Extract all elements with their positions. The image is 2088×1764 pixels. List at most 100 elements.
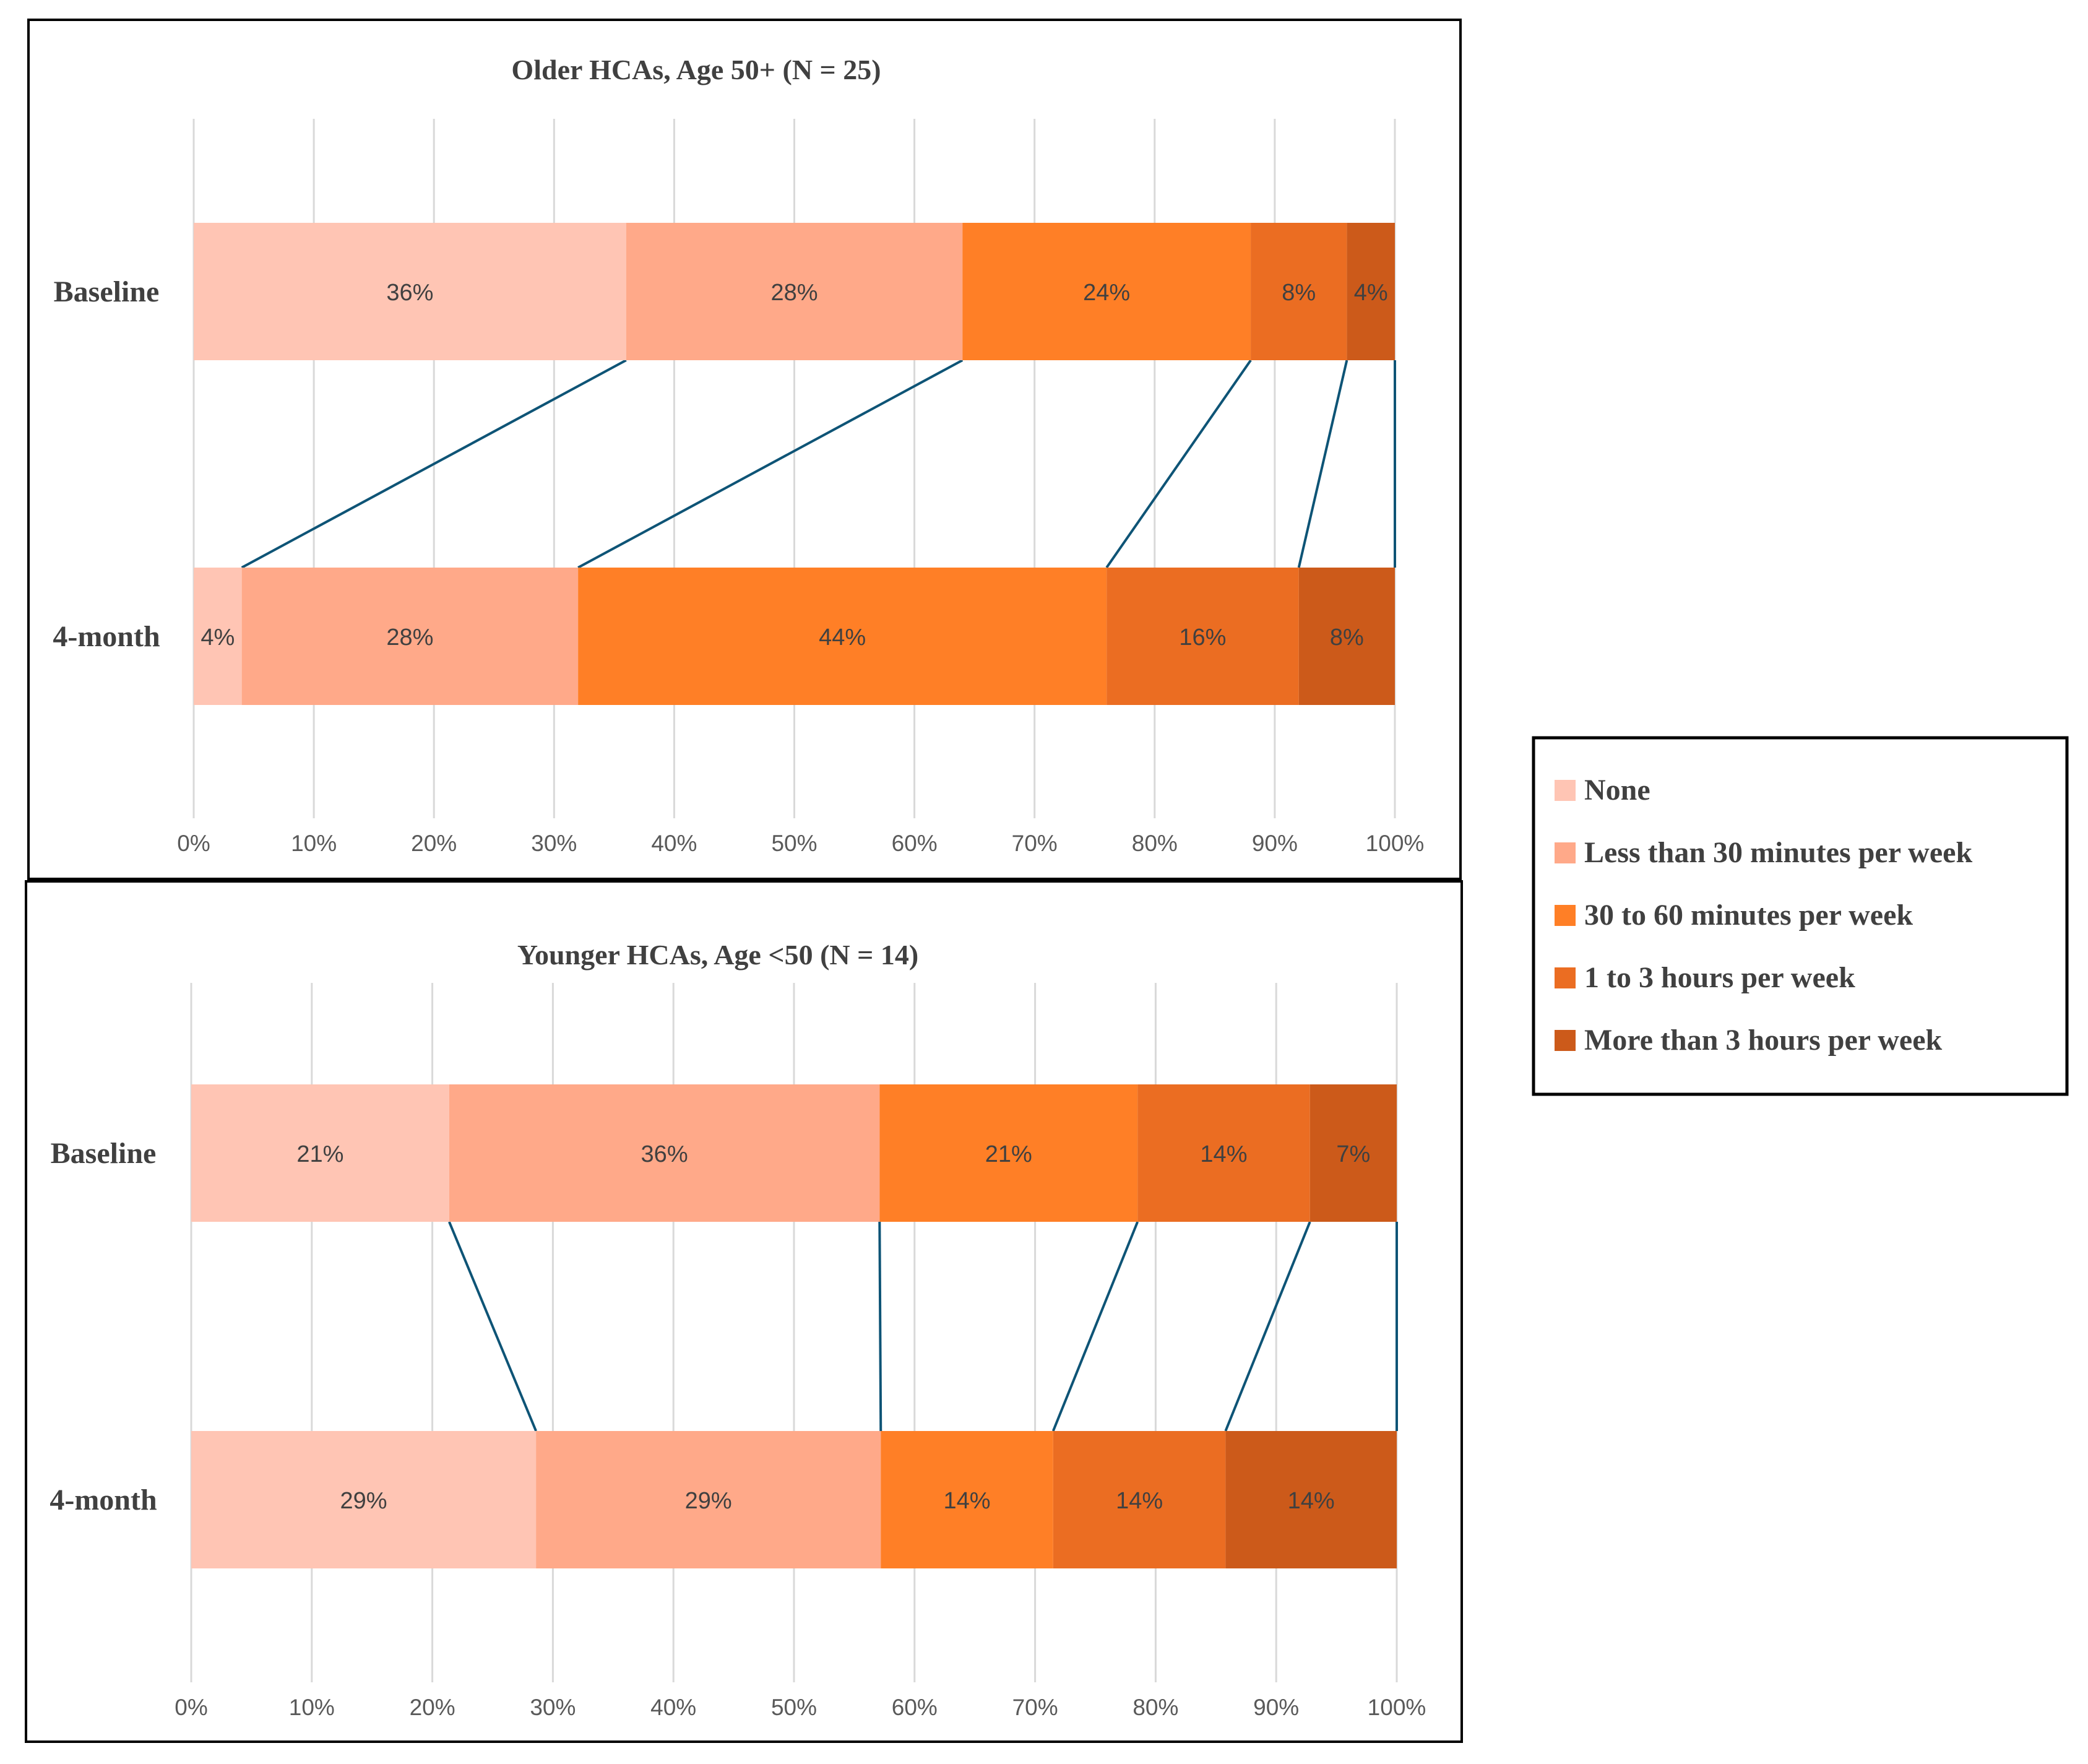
bar-segment [1347, 223, 1395, 360]
x-tick-label: 40% [650, 1695, 696, 1720]
bar-segment [626, 223, 963, 360]
bar-segment [962, 223, 1251, 360]
bar-segment [578, 568, 1107, 705]
bar-segment [191, 1431, 537, 1568]
panel-frame [25, 880, 1463, 1743]
x-tick-label: 80% [1132, 1695, 1178, 1720]
data-label: 44% [819, 625, 866, 651]
legend-swatch [1555, 905, 1576, 926]
data-label: 14% [1200, 1141, 1247, 1167]
data-label: 28% [386, 625, 433, 651]
bar-segment [1137, 1084, 1310, 1222]
x-tick-label: 100% [1368, 1695, 1426, 1720]
data-label: 24% [1083, 280, 1130, 306]
data-label: 8% [1330, 625, 1364, 651]
bars: 21% 36% 21% 14% 7% 29% 29% 14% 14% 14% [191, 1084, 1397, 1568]
x-tick-label: 20% [410, 1695, 455, 1720]
x-tick-label: 50% [771, 831, 817, 856]
data-label: 4% [1354, 280, 1388, 306]
x-tick-labels: 0% 10% 20% 30% 40% 50% 60% 70% 80% 90% 100% [177, 831, 1424, 856]
bar-segment [194, 568, 242, 705]
x-tick-label: 60% [892, 831, 938, 856]
x-tick-label: 30% [531, 831, 577, 856]
data-label: 7% [1336, 1141, 1370, 1167]
series-connector-line [241, 359, 627, 569]
data-label: 8% [1282, 280, 1316, 306]
series-connector-line [577, 359, 964, 569]
legend-label: More than 3 hours per week [1584, 1024, 1943, 1057]
data-label: 36% [386, 280, 433, 306]
data-label: 14% [944, 1488, 991, 1514]
series-connector-line [1105, 359, 1252, 569]
x-tick-label: 80% [1132, 831, 1178, 856]
bar-segment [1298, 568, 1395, 705]
bars: 36% 28% 24% 8% 4% 4% 28% 44% 16% 8% [194, 223, 1395, 705]
x-tick-label: 100% [1366, 831, 1425, 856]
category-label: 4-month [50, 1484, 157, 1516]
data-label: 36% [641, 1141, 688, 1167]
data-label: 21% [985, 1141, 1032, 1167]
bar-segment [194, 223, 626, 360]
category-label: 4-month [53, 620, 160, 653]
bar-segment [241, 568, 579, 705]
x-tick-labels: 0% 10% 20% 30% 40% 50% 60% 70% 80% 90% 100% [175, 1695, 1426, 1720]
bar-segment [879, 1084, 1138, 1222]
bar-segment [1225, 1431, 1397, 1568]
legend-frame [1532, 736, 2069, 1096]
panel-frame [27, 19, 1462, 880]
data-label: 29% [685, 1488, 732, 1514]
bar-segment [536, 1431, 881, 1568]
legend-swatch [1555, 780, 1576, 801]
legend-label: Less than 30 minutes per week [1584, 836, 1972, 869]
chart-title: Older HCAs, Age 50+ (N = 25) [511, 54, 881, 85]
data-label: 16% [1179, 625, 1226, 651]
x-tick-label: 70% [1012, 1695, 1058, 1720]
chart-title: Younger HCAs, Age <50 (N = 14) [517, 939, 918, 971]
series-connector-line [878, 1221, 882, 1432]
data-label: 29% [340, 1488, 387, 1514]
chart-panel-younger: Younger HCAs, Age <50 (N = 14) 21% 36% 21%… [25, 880, 1463, 1743]
category-labels: Baseline 4-month [53, 275, 160, 653]
legend-swatch [1555, 1030, 1576, 1051]
category-label: Baseline [54, 275, 160, 308]
data-label: 4% [201, 625, 235, 651]
x-tick-label: 90% [1253, 1695, 1299, 1720]
x-tick-label: 90% [1252, 831, 1298, 856]
category-label: Baseline [51, 1137, 157, 1170]
x-tick-label: 0% [177, 831, 210, 856]
connectors [448, 1221, 1398, 1432]
legend-label: None [1584, 774, 1650, 806]
legend: None Less than 30 minutes per week 30 to 6… [1532, 736, 2069, 1096]
x-tick-label: 10% [291, 831, 337, 856]
x-tick-label: 50% [771, 1695, 817, 1720]
data-label: 21% [296, 1141, 343, 1167]
legend-label: 1 to 3 hours per week [1584, 961, 1855, 994]
series-connector-line [448, 1221, 537, 1432]
series-connector-line [1297, 360, 1348, 568]
category-labels: Baseline 4-month [50, 1137, 157, 1516]
bar-segment [1309, 1084, 1397, 1222]
legend-swatch [1555, 842, 1576, 863]
x-tick-label: 40% [651, 831, 697, 856]
bar-segment [1107, 568, 1299, 705]
legend-swatch [1555, 967, 1576, 988]
x-tick-label: 0% [175, 1695, 207, 1720]
x-tick-label: 10% [289, 1695, 335, 1720]
chart-panel-older: Older HCAs, Age 50+ (N = 25) 36% 28% 24% 8%… [27, 19, 1462, 880]
bar-segment [191, 1084, 449, 1222]
bar-segment [1053, 1431, 1226, 1568]
data-label: 28% [770, 280, 818, 306]
legend-label: 30 to 60 minutes per week [1584, 899, 1913, 932]
connectors [241, 359, 1396, 569]
x-tick-label: 60% [892, 1695, 938, 1720]
x-tick-label: 30% [530, 1695, 576, 1720]
bar-segment [449, 1084, 880, 1222]
bar-segment [1251, 223, 1347, 360]
x-tick-label: 70% [1012, 831, 1058, 856]
data-label: 14% [1116, 1488, 1163, 1514]
bar-segment [881, 1431, 1053, 1568]
data-label: 14% [1288, 1488, 1335, 1514]
series-connector-line [1051, 1221, 1139, 1432]
x-tick-label: 20% [411, 831, 457, 856]
